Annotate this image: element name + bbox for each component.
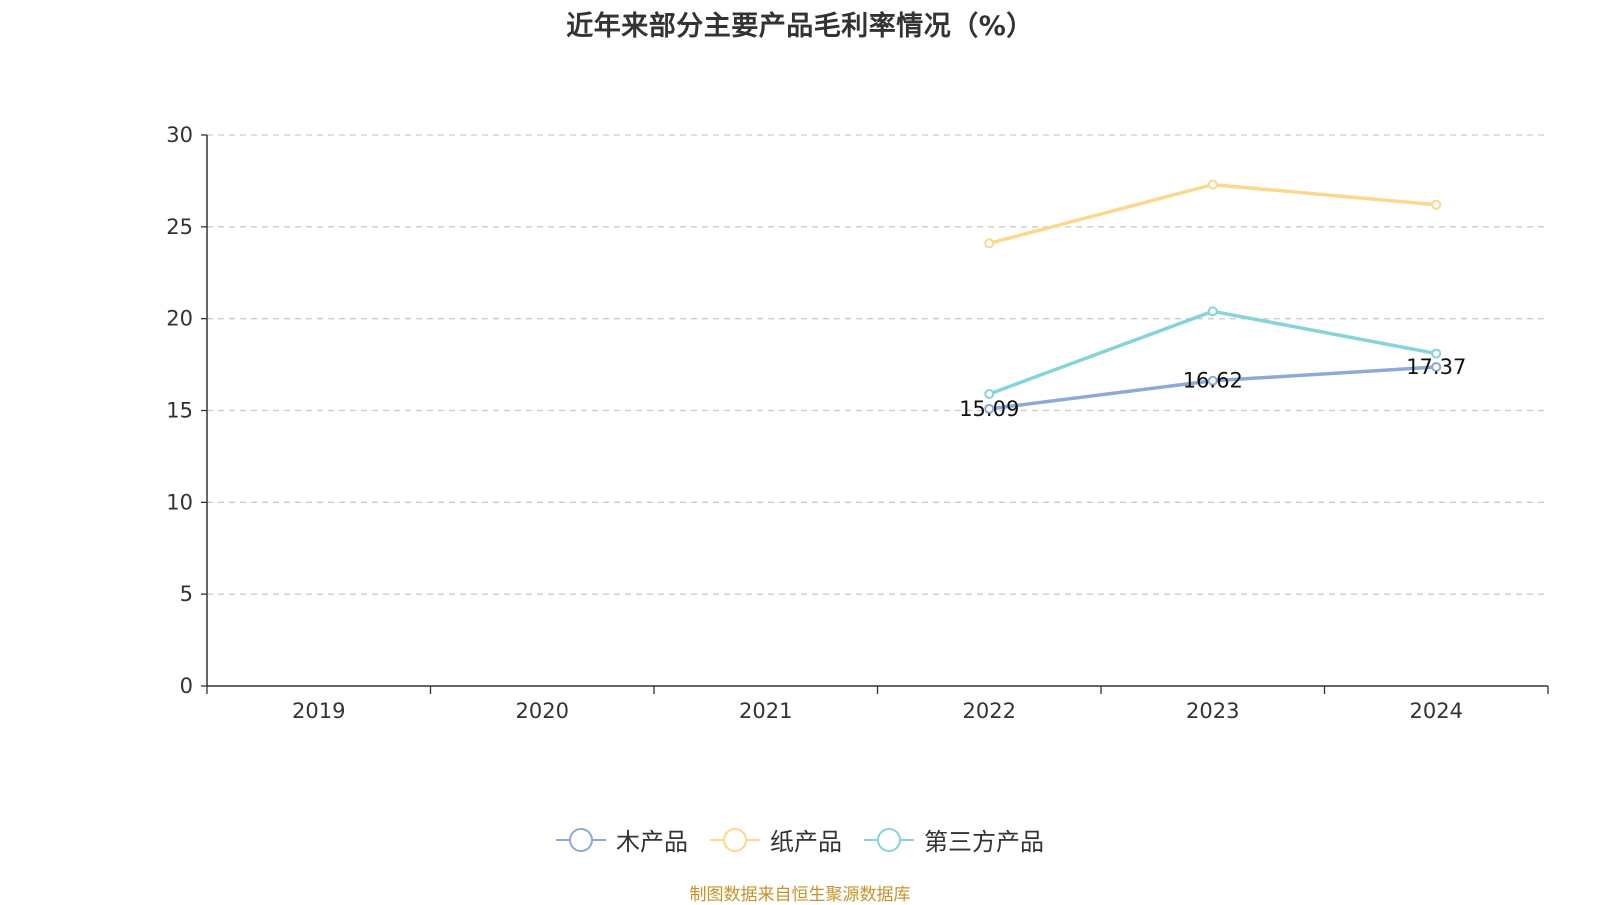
legend-item-wood[interactable]: 木产品 xyxy=(556,822,688,857)
x-tick-label: 2024 xyxy=(1410,699,1463,723)
y-tick-label: 10 xyxy=(166,490,193,514)
data-point-2 xyxy=(1207,306,1218,317)
source-note: 制图数据来自恒生聚源数据库 xyxy=(689,885,911,905)
data-point-1 xyxy=(984,238,995,249)
legend: 木产品 纸产品 第三方产品 xyxy=(0,822,1600,857)
data-point-0 xyxy=(1207,375,1218,386)
y-tick-label: 25 xyxy=(166,215,193,239)
x-tick-label: 2021 xyxy=(739,699,792,723)
y-tick-label: 0 xyxy=(180,674,193,698)
y-tick-label: 30 xyxy=(166,123,193,147)
data-point-1 xyxy=(1431,199,1442,210)
x-tick-label: 2020 xyxy=(516,699,569,723)
y-tick-label: 5 xyxy=(180,582,193,606)
legend-swatch-paper-icon xyxy=(710,827,760,852)
legend-swatch-third-party-icon xyxy=(864,827,914,852)
data-label: 17.37 xyxy=(1406,355,1466,379)
legend-label-third-party: 第三方产品 xyxy=(924,828,1044,856)
data-point-1 xyxy=(1207,179,1218,190)
data-label: 16.62 xyxy=(1183,369,1243,393)
data-point-2 xyxy=(984,388,995,399)
y-tick-label: 20 xyxy=(166,307,193,331)
chart-title: 近年来部分主要产品毛利率情况（%） xyxy=(566,11,1034,42)
legend-label-paper: 纸产品 xyxy=(770,828,842,856)
series-line-1 xyxy=(987,182,1438,246)
legend-label-wood: 木产品 xyxy=(616,828,688,856)
data-point-0 xyxy=(984,403,995,414)
x-tick-label: 2022 xyxy=(963,699,1016,723)
x-tick-label: 2019 xyxy=(292,699,345,723)
legend-item-paper[interactable]: 纸产品 xyxy=(710,822,842,857)
data-label: 15.09 xyxy=(959,397,1019,421)
data-point-0 xyxy=(1431,361,1442,372)
x-tick-label: 2023 xyxy=(1186,699,1239,723)
legend-item-third-party[interactable]: 第三方产品 xyxy=(864,822,1044,857)
y-tick-label: 15 xyxy=(166,399,193,423)
data-point-2 xyxy=(1431,348,1442,359)
legend-swatch-wood-icon xyxy=(556,827,606,852)
